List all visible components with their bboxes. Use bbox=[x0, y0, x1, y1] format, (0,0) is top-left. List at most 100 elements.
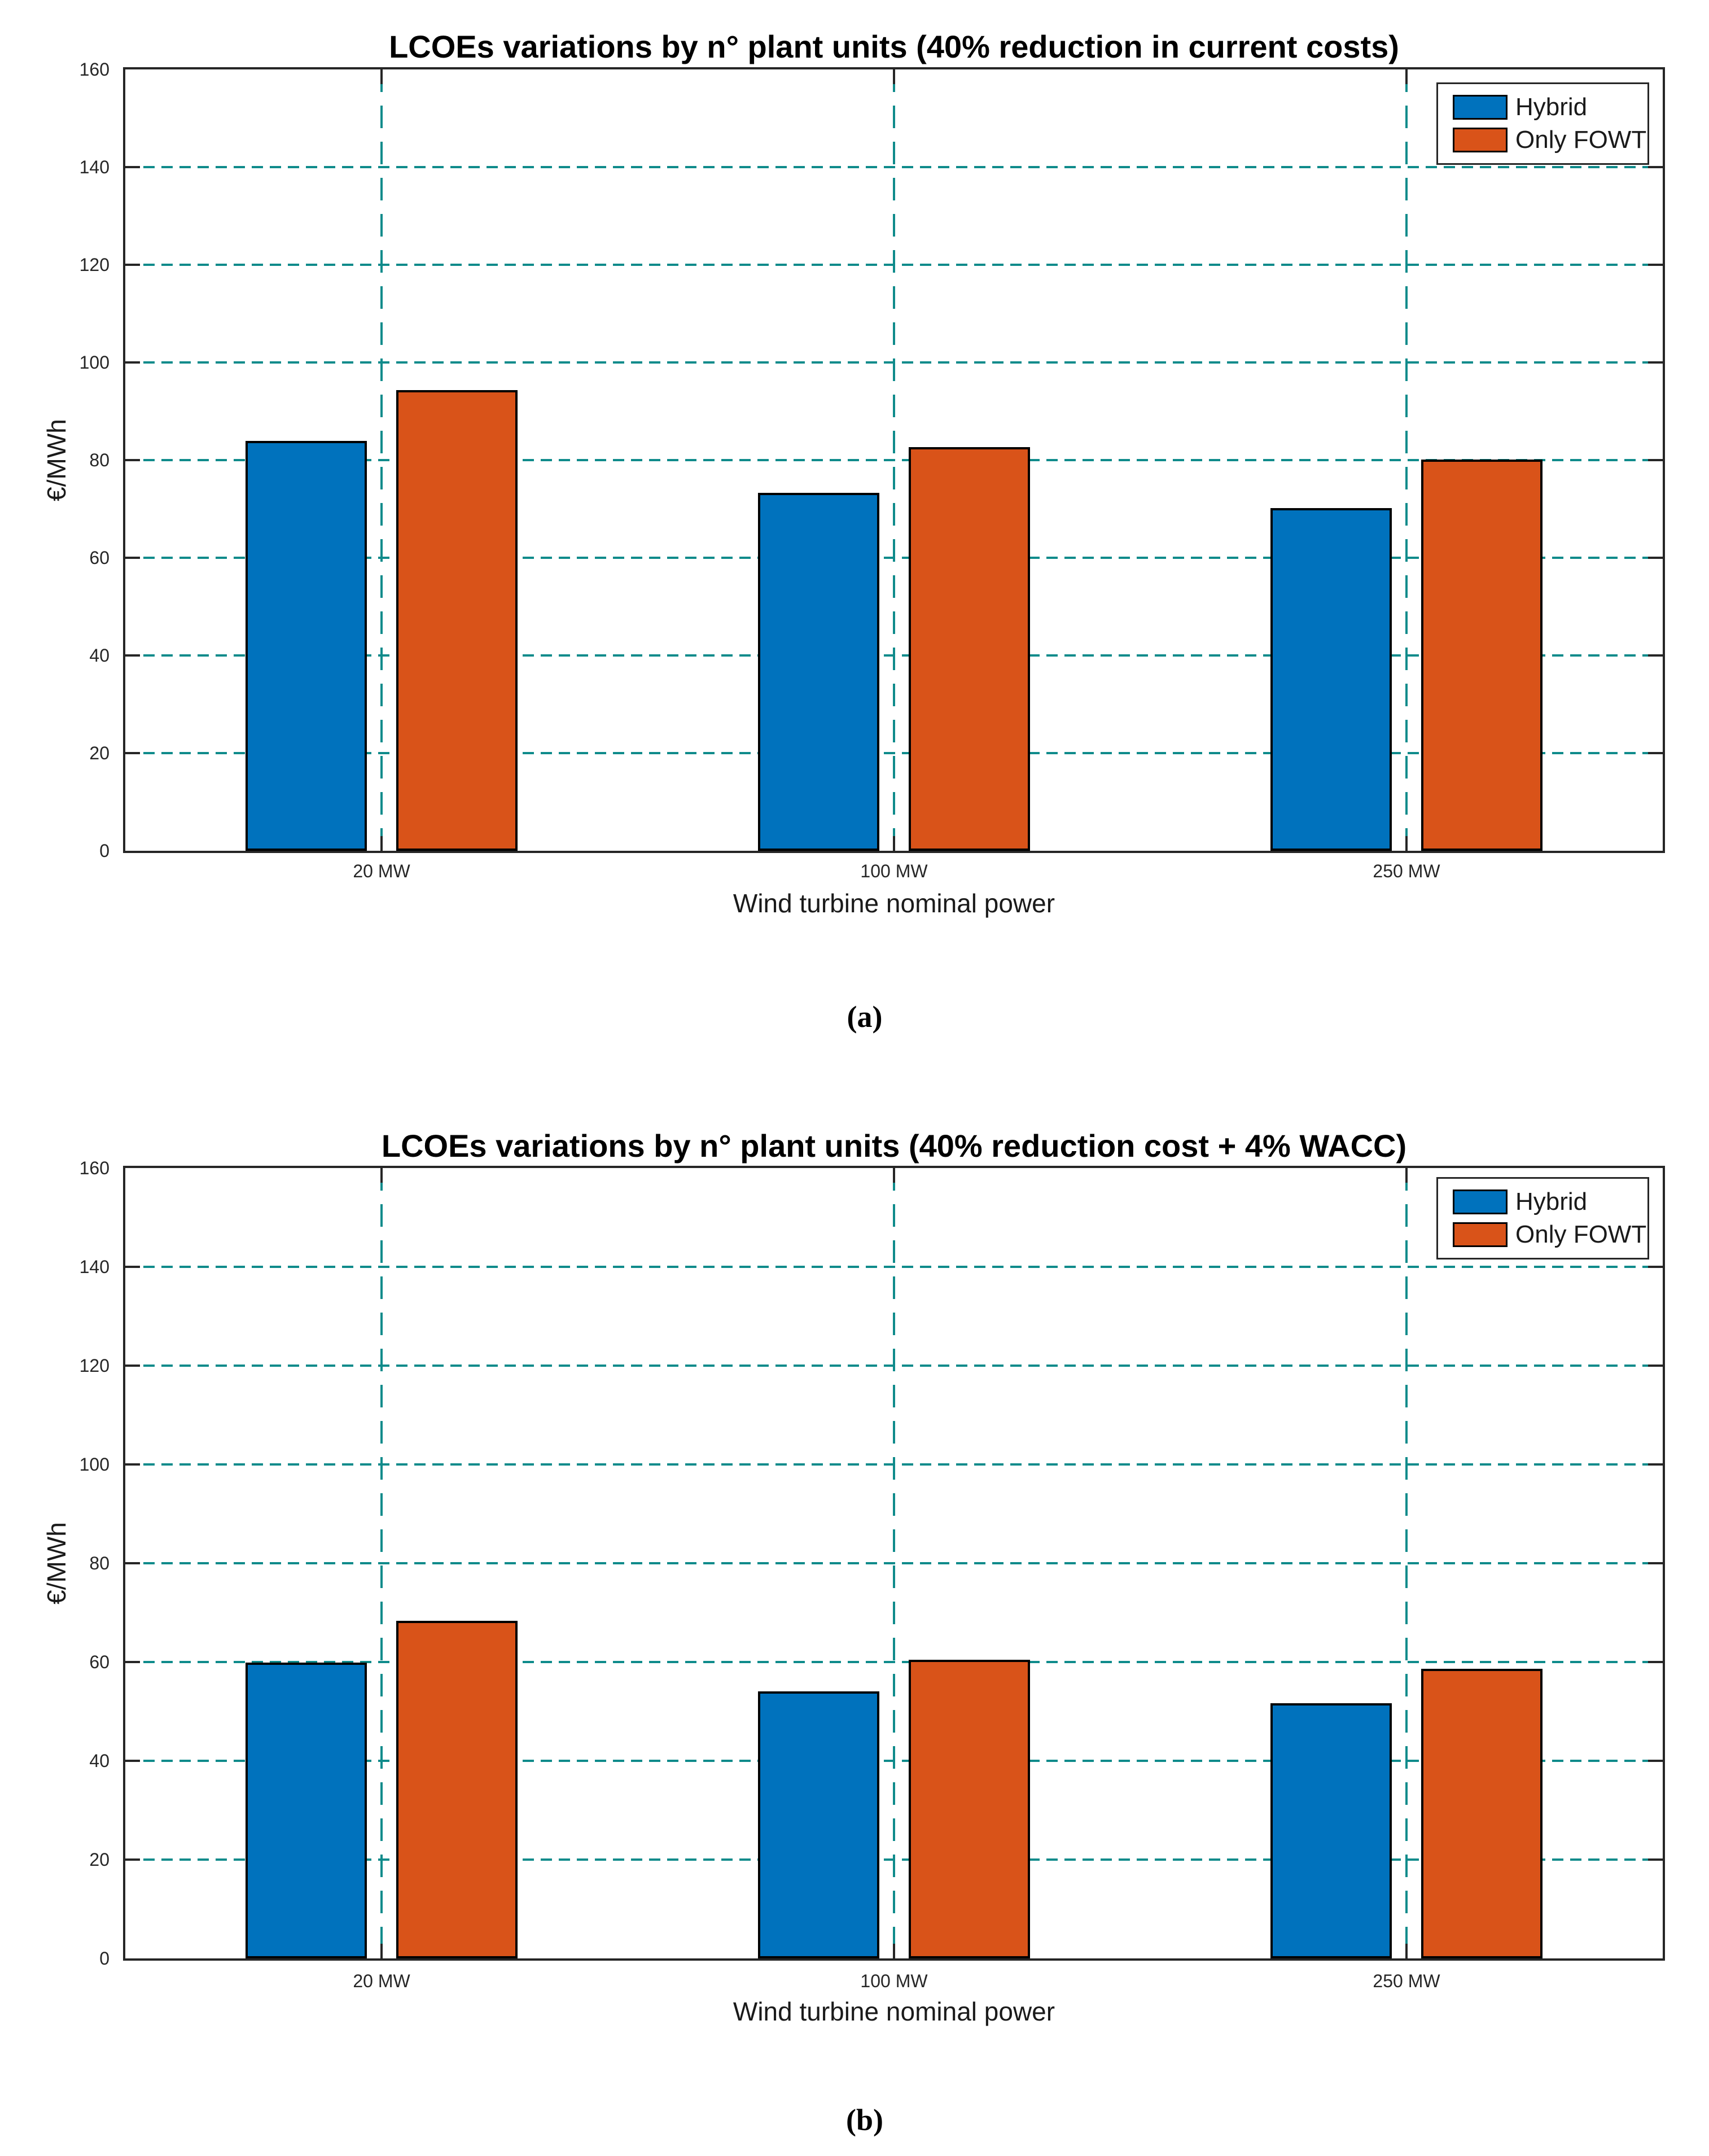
legend-label: Hybrid bbox=[1515, 1188, 1588, 1215]
y-tick-label: 120 bbox=[79, 1355, 109, 1376]
figure-a: LCOEs variations by n° plant units (40% … bbox=[42, 29, 1665, 1034]
y-tick-label: 0 bbox=[99, 841, 109, 861]
y-tick-right bbox=[1648, 1760, 1663, 1762]
y-tick-right bbox=[1648, 1365, 1663, 1367]
y-tick-right bbox=[1648, 752, 1663, 754]
y-tick-right bbox=[1648, 166, 1663, 168]
y-tick-right bbox=[1648, 1266, 1663, 1268]
y-tick-right bbox=[1648, 557, 1663, 559]
x-tick-bottom bbox=[380, 836, 383, 851]
y-tick-label: 20 bbox=[89, 1849, 109, 1870]
y-tick-left bbox=[125, 361, 140, 364]
x-tick-bottom bbox=[893, 836, 895, 851]
x-gridline bbox=[1405, 69, 1408, 851]
bar-hybrid-20-mw bbox=[246, 1663, 367, 1958]
legend-label: Hybrid bbox=[1515, 93, 1588, 121]
y-tick-label: 20 bbox=[89, 743, 109, 763]
bar-only-fowt-250-mw bbox=[1421, 460, 1543, 851]
y-tick-right bbox=[1648, 1858, 1663, 1861]
legend-item-only-fowt: Only FOWT bbox=[1453, 1218, 1647, 1251]
x-axis-label: Wind turbine nominal power bbox=[733, 1997, 1055, 2026]
x-tick-label: 20 MW bbox=[353, 1971, 410, 1991]
x-tick-top bbox=[893, 69, 895, 84]
x-tick-label: 250 MW bbox=[1373, 1971, 1440, 1991]
y-tick-left bbox=[125, 459, 140, 461]
y-tick-label: 100 bbox=[79, 1454, 109, 1475]
x-tick-label: 20 MW bbox=[353, 861, 410, 881]
x-axis-label: Wind turbine nominal power bbox=[733, 889, 1055, 918]
x-gridline bbox=[1405, 1168, 1408, 1958]
y-tick-label: 160 bbox=[79, 59, 109, 80]
y-tick-left bbox=[125, 557, 140, 559]
x-gridline bbox=[893, 1168, 895, 1958]
only-fowt-swatch-icon bbox=[1453, 1222, 1508, 1247]
y-tick-left bbox=[125, 1760, 140, 1762]
chart-title: LCOEs variations by n° plant units (40% … bbox=[389, 29, 1399, 64]
plot-area bbox=[123, 67, 1665, 853]
x-tick-bottom bbox=[893, 1944, 895, 1958]
bar-only-fowt-20-mw bbox=[396, 1621, 518, 1958]
hybrid-swatch-icon bbox=[1453, 95, 1508, 120]
y-tick-label: 80 bbox=[89, 450, 109, 470]
figure-b: LCOEs variations by n° plant units (40% … bbox=[0, 1078, 1709, 2156]
bar-hybrid-100-mw bbox=[758, 1691, 879, 1958]
y-tick-left bbox=[125, 1266, 140, 1268]
x-tick-bottom bbox=[380, 1944, 383, 1958]
y-tick-right bbox=[1648, 1661, 1663, 1663]
y-tick-label: 40 bbox=[89, 645, 109, 666]
bar-only-fowt-100-mw bbox=[909, 1660, 1030, 1958]
y-tick-right bbox=[1648, 654, 1663, 657]
bar-hybrid-100-mw bbox=[758, 493, 879, 851]
y-tick-left bbox=[125, 654, 140, 657]
y-tick-left bbox=[125, 1858, 140, 1861]
y-tick-label: 40 bbox=[89, 1751, 109, 1771]
y-tick-right bbox=[1648, 1463, 1663, 1466]
y-tick-right bbox=[1648, 459, 1663, 461]
x-tick-bottom bbox=[1405, 836, 1408, 851]
y-tick-label: 120 bbox=[79, 255, 109, 275]
bar-only-fowt-250-mw bbox=[1421, 1669, 1543, 1958]
x-gridline bbox=[893, 69, 895, 851]
x-tick-top bbox=[380, 1168, 383, 1183]
bar-only-fowt-100-mw bbox=[909, 447, 1030, 851]
chart-title: LCOEs variations by n° plant units (40% … bbox=[381, 1128, 1407, 1164]
legend-label: Only FOWT bbox=[1515, 1221, 1647, 1248]
y-tick-label: 80 bbox=[89, 1553, 109, 1573]
y-tick-left bbox=[125, 752, 140, 754]
x-tick-bottom bbox=[1405, 1944, 1408, 1958]
legend-item-hybrid: Hybrid bbox=[1453, 91, 1647, 124]
figure-caption: (b) bbox=[846, 2103, 883, 2137]
y-tick-left bbox=[125, 166, 140, 168]
x-gridline bbox=[380, 69, 383, 851]
y-tick-label: 0 bbox=[99, 1948, 109, 1969]
y-tick-label: 140 bbox=[79, 157, 109, 177]
x-tick-label: 250 MW bbox=[1373, 861, 1440, 881]
x-tick-top bbox=[380, 69, 383, 84]
x-tick-top bbox=[1405, 1168, 1408, 1183]
y-tick-label: 100 bbox=[79, 352, 109, 373]
figure-caption: (a) bbox=[847, 1000, 883, 1034]
legend: Hybrid Only FOWT bbox=[1436, 82, 1649, 165]
plot-area bbox=[123, 1166, 1665, 1961]
x-tick-top bbox=[893, 1168, 895, 1183]
y-tick-left bbox=[125, 1661, 140, 1663]
legend-label: Only FOWT bbox=[1515, 126, 1647, 154]
y-tick-right bbox=[1648, 264, 1663, 266]
bar-hybrid-250-mw bbox=[1270, 1703, 1392, 1958]
y-tick-left bbox=[125, 1365, 140, 1367]
hybrid-swatch-icon bbox=[1453, 1189, 1508, 1214]
x-tick-label: 100 MW bbox=[860, 1971, 928, 1991]
y-tick-left bbox=[125, 1562, 140, 1564]
x-gridline bbox=[380, 1168, 383, 1958]
y-tick-left bbox=[125, 264, 140, 266]
y-tick-right bbox=[1648, 1562, 1663, 1564]
y-tick-right bbox=[1648, 361, 1663, 364]
legend-item-hybrid: Hybrid bbox=[1453, 1186, 1647, 1218]
y-tick-label: 140 bbox=[79, 1257, 109, 1277]
legend: Hybrid Only FOWT bbox=[1436, 1177, 1649, 1260]
x-tick-label: 100 MW bbox=[860, 861, 928, 881]
legend-item-only-fowt: Only FOWT bbox=[1453, 124, 1647, 156]
x-tick-top bbox=[1405, 69, 1408, 84]
bar-hybrid-250-mw bbox=[1270, 508, 1392, 851]
